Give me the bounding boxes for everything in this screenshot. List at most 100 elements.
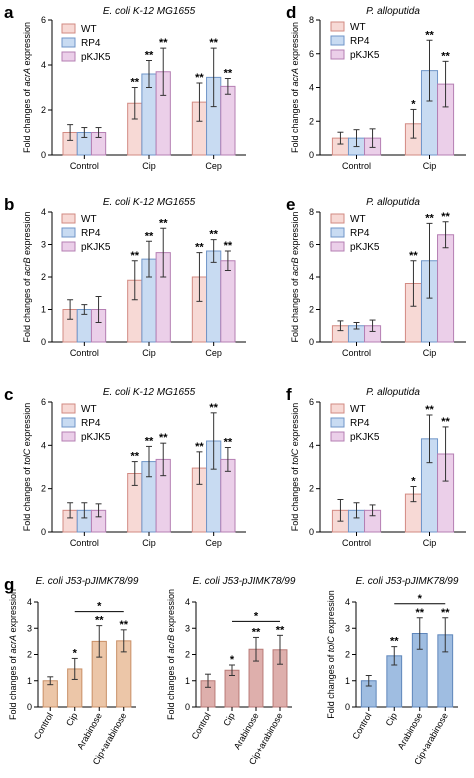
chart-panel-8: E. coli J53-pJIMK78/99 Fold changes of to… (326, 576, 459, 766)
legend: WT RP4 pKJK5 (330, 213, 380, 253)
series-0-cat-2-significance: ** (195, 242, 204, 254)
x-tick-label: Cip (142, 161, 156, 171)
x-tick-label: Cip (142, 348, 156, 358)
legend-swatch (61, 241, 76, 252)
y-axis-label: Fold changes of acrB expression (166, 589, 176, 720)
series-2-cat-2-significance: ** (224, 240, 233, 252)
panel-letter: g (4, 575, 14, 594)
legend-label: WT (350, 22, 366, 33)
x-tick-label: Control (342, 348, 371, 358)
series-1-cat-1-significance: ** (425, 212, 434, 224)
x-tick-label: Control (70, 161, 99, 171)
legend-swatch (61, 431, 76, 442)
chart-panel-3: d P. alloputida Fold changes of acrA expre… (286, 3, 466, 171)
y-tick-label: 0 (345, 702, 350, 712)
series-0-cat-1-significance: ** (130, 451, 139, 463)
series-1-cat-1-significance: ** (145, 435, 154, 447)
y-tick-label: 2 (309, 116, 314, 126)
legend-label: WT (81, 214, 97, 225)
x-tick-label: Control (32, 711, 55, 741)
y-tick-label: 2 (309, 484, 314, 494)
y-tick-label: 0 (41, 527, 46, 537)
y-axis-label: Fold changes of acrA expression (8, 589, 18, 720)
chart-panel-1: b E. coli K-12 MG1655 Fold changes of acrB… (4, 195, 246, 358)
series-2-cat-1-significance: ** (441, 50, 450, 62)
y-tick-label: 3 (185, 623, 190, 633)
series-0-cat-1-significance: ** (409, 250, 418, 262)
y-tick-label: 1 (345, 676, 350, 686)
series-0-cat-2-significance: ** (195, 441, 204, 453)
legend-swatch (61, 37, 76, 48)
y-tick-label: 0 (41, 150, 46, 160)
y-tick-label: 2 (185, 650, 190, 660)
legend-label: pKJK5 (350, 50, 380, 61)
series-1-cat-1-significance: ** (145, 230, 154, 242)
series-0-cat-1-significance: * (411, 98, 416, 110)
legend: WT RP4 pKJK5 (61, 403, 111, 443)
chart-title: E. coli J53-pJIMK78/99 (356, 576, 459, 587)
panel-letter: a (4, 3, 14, 22)
y-tick-label: 4 (309, 440, 314, 450)
series-2-cat-1-significance: ** (159, 432, 168, 444)
x-tick-label: Cip (423, 348, 437, 358)
series-1-cat-1-significance: ** (145, 50, 154, 62)
y-tick-label: 6 (309, 240, 314, 250)
x-tick-label: Control (70, 538, 99, 548)
y-axis-label: Fold changes of tolC expression (326, 590, 336, 719)
chart-title: E. coli J53-pJIMK78/99 (193, 576, 296, 587)
legend-swatch (330, 227, 345, 238)
series-1-cat-2-significance: ** (209, 402, 218, 414)
legend-label: RP4 (350, 36, 370, 47)
y-tick-label: 2 (41, 272, 46, 282)
series-1-cat-1-significance: ** (425, 404, 434, 416)
y-axis-label: Fold changes of tolC expression (290, 403, 300, 532)
legend-swatch (61, 417, 76, 428)
y-tick-label: 2 (27, 650, 32, 660)
y-tick-label: 3 (41, 240, 46, 250)
y-tick-label: 6 (309, 397, 314, 407)
panel-letter: f (286, 385, 292, 404)
y-tick-label: 4 (185, 597, 190, 607)
legend-label: WT (350, 404, 366, 415)
series-2-cat-1-bar (437, 234, 455, 343)
cat-1-significance: * (230, 654, 235, 666)
panel-letter: c (4, 385, 13, 404)
legend-swatch (61, 403, 76, 414)
legend: WT RP4 pKJK5 (330, 403, 380, 443)
series-1-cat-2-significance: ** (209, 37, 218, 49)
legend-swatch (330, 241, 345, 252)
chart-title: E. coli K-12 MG1655 (103, 387, 196, 398)
y-tick-label: 3 (27, 623, 32, 633)
chart-panel-0: a E. coli K-12 MG1655 Fold changes of acrA… (4, 3, 246, 171)
y-tick-label: 4 (345, 597, 350, 607)
legend-label: RP4 (81, 38, 101, 49)
x-tick-label: Cip (64, 711, 79, 728)
y-tick-label: 4 (309, 272, 314, 282)
legend-label: WT (81, 24, 97, 35)
cat-1-significance: * (73, 647, 78, 659)
y-tick-label: 4 (27, 597, 32, 607)
legend-swatch (61, 213, 76, 224)
series-2-cat-2-significance: ** (224, 437, 233, 449)
cat-2-significance: ** (415, 607, 424, 619)
y-tick-label: 4 (41, 207, 46, 217)
x-tick-label: Cep (205, 538, 222, 548)
y-tick-label: 3 (345, 623, 350, 633)
x-tick-label: Cip (423, 161, 437, 171)
chart-panel-7: E. coli J53-pJIMK78/99 Fold changes of ac… (166, 576, 296, 766)
legend-label: RP4 (81, 418, 101, 429)
y-tick-label: 1 (27, 676, 32, 686)
legend-label: WT (81, 404, 97, 415)
series-2-cat-2-bar (220, 85, 236, 156)
series-0-cat-1-significance: ** (130, 77, 139, 89)
x-tick-label: Cip (142, 538, 156, 548)
x-tick-label: Cip (221, 711, 236, 728)
bracket-significance: * (97, 601, 102, 613)
chart-panel-2: c E. coli K-12 MG1655 Fold changes of tolC… (4, 385, 246, 548)
y-tick-label: 0 (185, 702, 190, 712)
legend-swatch (61, 51, 76, 62)
series-1-cat-1-significance: ** (425, 29, 434, 41)
cat-2-significance: ** (252, 626, 261, 638)
y-tick-label: 6 (309, 49, 314, 59)
